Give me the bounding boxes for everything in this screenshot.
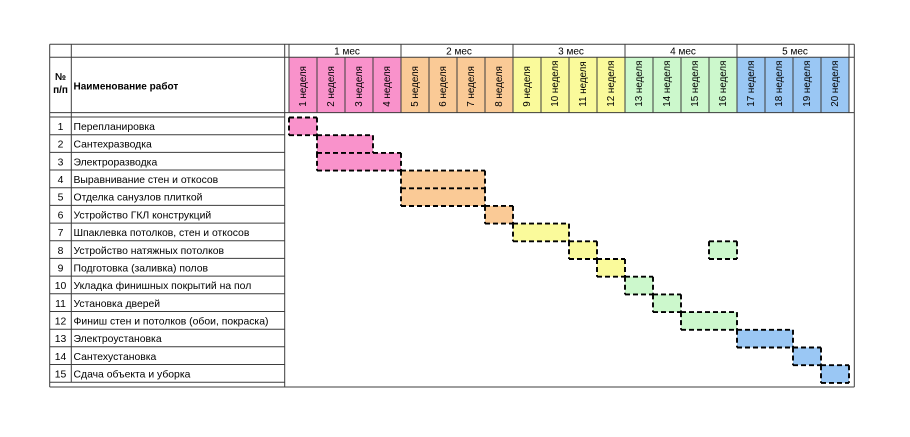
- svg-text:9: 9: [58, 263, 64, 274]
- svg-text:11 неделя: 11 неделя: [578, 61, 589, 106]
- svg-text:8: 8: [58, 246, 64, 257]
- svg-text:Отделка санузлов плиткой: Отделка санузлов плиткой: [74, 193, 203, 204]
- svg-text:1 мес: 1 мес: [334, 46, 360, 57]
- svg-text:3 неделя: 3 неделя: [354, 66, 365, 107]
- svg-text:7: 7: [58, 228, 64, 239]
- svg-text:14: 14: [55, 352, 67, 363]
- svg-text:10 неделя: 10 неделя: [550, 61, 561, 107]
- svg-text:Наименование работ: Наименование работ: [74, 80, 179, 92]
- svg-text:7 неделя: 7 неделя: [466, 66, 477, 107]
- svg-text:10: 10: [55, 281, 67, 292]
- svg-text:Сантехразводка: Сантехразводка: [74, 140, 153, 151]
- svg-text:13: 13: [55, 334, 67, 345]
- svg-text:1 неделя: 1 неделя: [298, 66, 309, 107]
- svg-text:3: 3: [58, 157, 64, 168]
- svg-text:9 неделя: 9 неделя: [522, 66, 533, 107]
- svg-text:1: 1: [58, 122, 64, 133]
- svg-text:Устройство ГКЛ конструкций: Устройство ГКЛ конструкций: [74, 210, 212, 221]
- svg-text:5: 5: [58, 193, 64, 204]
- svg-text:15 неделя: 15 неделя: [690, 61, 701, 107]
- svg-text:№: №: [55, 72, 66, 83]
- svg-text:19 неделя: 19 неделя: [802, 61, 813, 107]
- svg-text:Выравнивание стен и откосов: Выравнивание стен и откосов: [74, 175, 219, 186]
- svg-text:12: 12: [55, 317, 67, 328]
- svg-text:2: 2: [58, 140, 64, 151]
- svg-text:Подготовка (заливка) полов: Подготовка (заливка) полов: [74, 263, 209, 274]
- svg-text:2 неделя: 2 неделя: [326, 66, 337, 107]
- svg-text:14 неделя: 14 неделя: [662, 61, 673, 107]
- svg-text:Устройство натяжных потолков: Устройство натяжных потолков: [74, 246, 225, 257]
- svg-text:Перепланировка: Перепланировка: [74, 122, 156, 133]
- svg-text:11: 11: [55, 299, 66, 310]
- svg-text:6 неделя: 6 неделя: [438, 66, 449, 107]
- svg-text:4 мес: 4 мес: [670, 46, 696, 57]
- svg-text:5 неделя: 5 неделя: [410, 66, 421, 107]
- svg-text:15: 15: [55, 370, 67, 381]
- svg-text:Электроустановка: Электроустановка: [74, 334, 162, 345]
- svg-text:Шпаклевка потолков, стен и отк: Шпаклевка потолков, стен и откосов: [74, 228, 250, 239]
- svg-text:17 неделя: 17 неделя: [746, 61, 757, 107]
- svg-text:Финиш стен и потолков (обои, п: Финиш стен и потолков (обои, покраска): [74, 316, 269, 328]
- svg-text:16 неделя: 16 неделя: [718, 61, 729, 107]
- svg-text:Установка дверей: Установка дверей: [74, 299, 161, 310]
- svg-text:18 неделя: 18 неделя: [774, 61, 785, 107]
- svg-text:Сантехустановка: Сантехустановка: [74, 352, 157, 363]
- svg-text:4: 4: [58, 175, 64, 186]
- svg-text:2 мес: 2 мес: [446, 46, 472, 57]
- svg-text:8 неделя: 8 неделя: [494, 66, 505, 107]
- svg-text:Электроразводка: Электроразводка: [74, 157, 158, 168]
- svg-text:13 неделя: 13 неделя: [634, 61, 645, 107]
- svg-text:п/п: п/п: [53, 85, 68, 96]
- svg-text:Сдача объекта и уборка: Сдача объекта и уборка: [74, 369, 191, 381]
- svg-text:5 мес: 5 мес: [782, 46, 808, 57]
- svg-text:3 мес: 3 мес: [558, 46, 584, 57]
- svg-text:12 неделя: 12 неделя: [606, 61, 617, 107]
- svg-text:4 неделя: 4 неделя: [382, 66, 393, 107]
- svg-text:20 неделя: 20 неделя: [830, 61, 841, 107]
- svg-text:Укладка финишных покрытий на п: Укладка финишных покрытий на пол: [74, 280, 252, 292]
- svg-text:6: 6: [58, 210, 64, 221]
